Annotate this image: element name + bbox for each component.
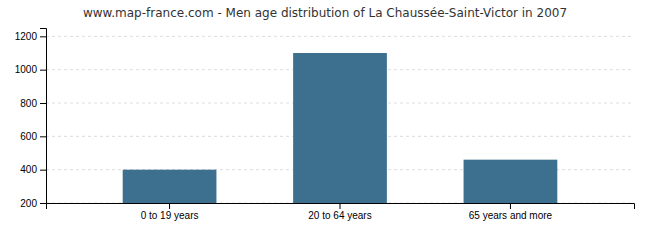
y-tick-mark (40, 36, 46, 37)
y-tick: 800 (20, 98, 46, 109)
bar (123, 170, 217, 203)
y-tick: 400 (20, 164, 46, 175)
chart-container: 200 400 600 800 1000 1200 0 to 19 years 20 to 6… (0, 0, 650, 229)
bars (123, 53, 558, 203)
x-axis-line (47, 204, 635, 210)
y-tick-label: 1000 (15, 64, 38, 75)
y-axis: 200 400 600 800 1000 1200 (15, 29, 47, 209)
x-tick-mark (340, 203, 341, 209)
x-tick: 20 to 64 years (308, 203, 371, 221)
y-tick: 1000 (15, 64, 46, 75)
x-axis: 0 to 19 years 20 to 64 years 65 years and … (47, 203, 635, 221)
plot-area: 200 400 600 800 1000 1200 0 to 19 years 20 to 6… (15, 29, 635, 229)
y-tick-mark (40, 170, 46, 171)
y-tick-mark (40, 136, 46, 137)
y-tick-mark (40, 103, 46, 104)
x-tick: 65 years and more (469, 203, 553, 221)
bar (464, 160, 558, 203)
y-tick-mark (40, 203, 46, 204)
y-tick-label: 1200 (15, 31, 38, 42)
x-tick-mark (510, 203, 511, 209)
x-tick-label: 20 to 64 years (308, 210, 371, 221)
y-tick-label: 600 (20, 131, 37, 142)
y-tick-mark (40, 70, 46, 71)
x-tick: 0 to 19 years (141, 203, 199, 221)
x-tick-label: 65 years and more (469, 210, 553, 221)
y-tick-label: 400 (20, 164, 37, 175)
y-tick-label: 200 (20, 198, 37, 209)
y-tick-label: 800 (20, 98, 37, 109)
title: www.map-france.com - Men age distributio… (83, 6, 567, 20)
x-tick-label: 0 to 19 years (141, 210, 199, 221)
y-axis-line (40, 29, 47, 204)
y-tick: 1200 (15, 31, 46, 42)
bar (293, 53, 387, 203)
chart-svg: 200 400 600 800 1000 1200 0 to 19 years 20 to 6… (0, 0, 650, 229)
y-tick: 200 (20, 198, 46, 209)
grid-line (46, 36, 634, 37)
x-tick-mark (169, 203, 170, 209)
y-tick: 600 (20, 131, 46, 142)
